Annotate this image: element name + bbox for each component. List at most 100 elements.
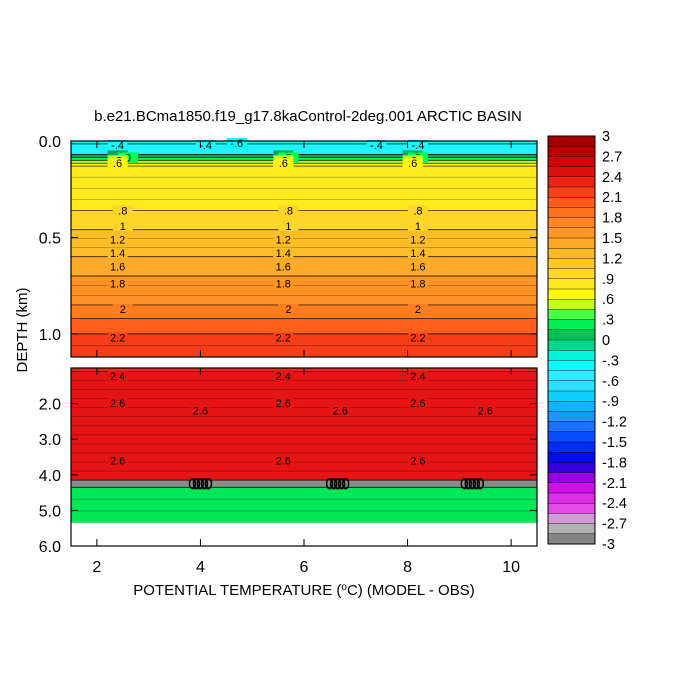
lower-label-bg [407,455,428,466]
upper-label-bg [107,139,128,150]
upper-contour-label: 1 [285,221,291,233]
colorbar-swatch [547,350,596,361]
colorbar-frame [547,135,596,545]
upper-y-tick-label: 0.0 [39,134,61,151]
upper-label-bg [407,139,428,150]
colorbar-tick-label: 2.4 [602,170,622,186]
colorbar-swatch [547,370,596,382]
upper-band-12 [71,318,537,334]
upper-label-bg [117,152,138,163]
upper-label-bg [273,234,294,245]
lower-contour-cluster [464,477,473,490]
upper-label-bg [273,278,294,289]
upper-band-9 [71,256,537,276]
upper-band-3 [71,157,537,161]
upper-contour-label: -.4 [199,140,212,152]
chart-title: b.e21.BCma1850.f19_g17.8kaControl-2deg.0… [94,108,522,125]
lower-band-3 [71,487,537,523]
upper-label-bg [407,247,428,258]
upper-contour-label: 1.2 [276,234,291,246]
x-axis-label-rest: C) (MODEL - OBS) [347,582,475,599]
lower-panel: 2.4 2.4 2.42.6 2.6 2.62.6 2.6 2.62.6 2.6 2.62.03… [39,141,538,576]
lower-contour-label: 2.6 [110,456,125,468]
upper-contour-label: 1 [120,221,126,233]
lower-contour-cluster [200,477,209,490]
lower-contour-label: 2.6 [410,398,425,410]
lower-label-bg [407,370,428,381]
colorbar-tick-label: -2.1 [602,476,627,492]
colorbar-swatch [547,237,596,249]
lower-contour-cluster [188,477,197,490]
upper-label-bg [407,234,428,245]
colorbar-tick-label: -.9 [602,394,619,410]
colorbar: 3 2.7 2.4 2.1 1.8 1.5 1.2 .9 .6 .3 0 -.3 -.6 -.9 -1.2 -… [547,129,627,553]
upper-label-bg [107,278,128,289]
colorbar-swatch [547,339,596,351]
colorbar-swatch [547,533,596,545]
lower-contour-cluster [333,477,342,490]
upper-label-bg [278,303,299,314]
upper-label-bg [402,158,423,169]
colorbar-swatch [547,176,596,188]
lower-contour-label: 2.6 [276,398,291,410]
colorbar-swatch [547,503,596,514]
colorbar-tick-label: 1.2 [602,251,622,267]
lower-contour-cluster [337,477,346,490]
upper-contour-label: 2.2 [276,333,291,345]
colorbar-swatch [547,401,596,412]
upper-label-bg [407,303,428,314]
lower-y-tick-label: 5.0 [39,503,61,520]
upper-label-bg [107,158,128,169]
colorbar-swatch [547,217,596,229]
upper-label-bg [112,303,133,314]
upper-contour-label: 1.6 [410,261,425,273]
lower-label-bg [273,397,294,408]
upper-contour-label: -.6 [230,138,243,150]
lower-label-bg [330,405,351,416]
colorbar-swatch [547,227,596,239]
x-axis-label-unit: o [341,582,347,593]
upper-label-bg [112,220,133,231]
upper-label-bg [195,139,216,150]
upper-label-bg [273,247,294,258]
lower-label-bg [107,455,128,466]
lower-y-tick-label: 3.0 [39,432,61,449]
lower-contour-label: 2.6 [276,456,291,468]
upper-band-2 [71,154,537,158]
upper-label-bg [273,158,294,169]
upper-y-tick-label: 0.5 [39,230,61,247]
lower-contour-cluster [472,477,481,490]
colorbar-tick-label: -.6 [602,374,619,390]
colorbar-swatch [547,472,596,484]
upper-contour-label: .8 [413,205,422,217]
colorbar-tick-label: 1.8 [602,211,622,227]
upper-band-4 [71,160,537,164]
lower-label-bg [273,370,294,381]
upper-label-bg [107,332,128,343]
upper-contour-label: 2 [120,304,126,316]
colorbar-swatch [547,462,596,474]
upper-contour-label: 1.8 [410,279,425,291]
lower-contour-label: 2.6 [410,456,425,468]
upper-band-7 [71,210,537,230]
colorbar-tick-label: 2.7 [602,149,622,165]
upper-label-bg [407,220,428,231]
upper-band-10 [71,276,537,305]
colorbar-swatch [547,268,596,280]
colorbar-tick-label: 0 [602,333,610,349]
upper-contour-label: -.4 [370,140,383,152]
colorbar-tick-label: -1.5 [602,435,627,451]
colorbar-swatch [547,411,596,423]
y-axis-label: DEPTH (km) [14,288,31,373]
upper-label-bg [407,332,428,343]
upper-contour-label: 2 [285,304,291,316]
x-tick-label: 2 [92,559,101,576]
colorbar-swatch [547,380,596,392]
lower-contour-label: 2.6 [110,398,125,410]
colorbar-tick-label: -.3 [602,353,619,369]
colorbar-swatch [547,523,596,535]
lower-contour-label: 2.4 [276,371,291,383]
upper-contour-label: .8 [284,205,293,217]
upper-contour-label: 1.4 [110,248,125,260]
